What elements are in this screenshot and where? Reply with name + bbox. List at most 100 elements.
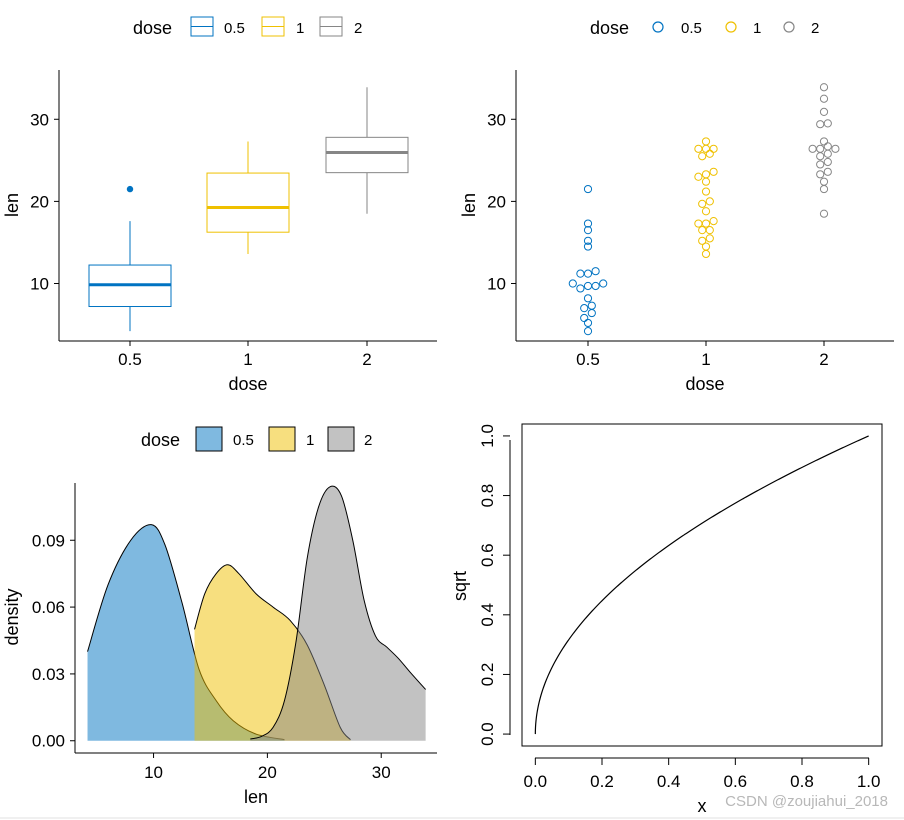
dotplot-point-2 [831,144,840,153]
dotplot-legend-key-1: 1 [725,20,761,37]
density-legend-label-1: 1 [306,432,314,449]
dotplot-point-2 [823,157,832,167]
sqrt-y-tick-label: 0.2 [478,663,497,687]
dotplot-point-1 [694,144,703,153]
dotplot-point-0.5 [583,327,593,336]
dotplot-point-1 [701,177,711,186]
dotplot-point-1 [701,207,711,216]
sqrt-plot-box [521,423,883,747]
density-y-axis-label: density [2,588,22,645]
sqrt-x-tick-label: 0.0 [524,772,548,791]
sqrt-x-tick-label: 0.8 [790,772,814,791]
boxplot-panel: dose 0.5 1 2 10 20 30 0.5 1 2 dose len [2,16,437,394]
dotplot-legend-label-1: 1 [753,20,761,37]
boxplot-legend-key-1: 1 [261,16,304,37]
dotplot-point-0.5 [583,226,593,235]
dotplot-point-1 [705,149,714,158]
dotplot-point-0.5 [583,242,593,251]
boxplot-x-tick-label: 0.5 [118,350,142,369]
dotplot-point-2 [819,177,829,186]
dotplot-x-tick-label: 2 [819,350,828,369]
boxplot-x-axis-label: dose [228,374,267,394]
sqrt-y-tick-label: 0.0 [478,722,497,746]
dotplot-point-0.5 [583,269,593,278]
dotplot-legend-key-2: 2 [783,20,819,37]
density-legend-label-2: 2 [364,432,372,449]
dotplot-panel: dose 0.5 1 2 10 20 30 0.5 1 2 dose len [459,18,894,394]
boxplot-legend: dose 0.5 1 2 [133,16,362,38]
dotplot-point-2 [823,142,832,151]
dotplot-x-tick-label: 0.5 [576,350,600,369]
dotplot-point-2 [823,149,832,158]
dotplot-point-1 [705,197,714,206]
dotplot-y-axis-label: len [459,193,479,217]
dotplot-point-0.5 [591,267,600,276]
dotplot-x-tick-label: 1 [701,350,710,369]
sqrt-x-tick-label: 0.2 [590,772,614,791]
dotplot-point-1 [701,137,711,146]
dotplot-point-1 [701,242,711,251]
sqrt-ticks: 0.0 0.0 0.2 0.2 0.4 0.4 0.6 0.6 0.8 0.8 1.0 1.0 [478,424,880,791]
boxplot-x-tick-label: 2 [362,350,371,369]
sqrt-panel: 0.0 0.0 0.2 0.2 0.4 0.4 0.6 0.6 0.8 0.8 1.0 1.0 x s… [450,423,883,816]
sqrt-y-tick-label: 1.0 [478,424,497,448]
dotplot-point-2 [816,160,825,169]
dotplot-point-2 [823,167,832,176]
density-y-tick-label: 0.00 [32,732,65,751]
dotplot-point-2 [816,120,825,129]
sqrt-x-tick-label: 0.6 [724,772,748,791]
sqrt-x-tick-label: 1.0 [857,772,881,791]
boxplot-plot-area [88,87,409,332]
dotplot-point-0.5 [583,236,593,245]
boxplot-legend-key-0.5: 0.5 [190,16,245,37]
dotplot-legend-label-0.5: 0.5 [681,20,702,37]
dotplot-point-2 [823,119,832,128]
dotplot-point-1 [698,199,707,208]
dotplot-point-2 [816,144,825,153]
boxplot-box-1 [206,172,290,233]
dotplot-point-0.5 [576,269,585,278]
density-plot-area [87,485,426,741]
dotplot-point-1 [698,152,707,161]
dotplot-point-2 [816,170,825,179]
sqrt-y-tick-label: 0.4 [478,603,497,627]
dotplot-point-2 [819,83,829,92]
dotplot-point-0.5 [587,301,596,310]
boxplot-legend-label-1: 1 [296,20,304,37]
boxplot-ticks: 10 20 30 0.5 1 2 [30,110,372,369]
boxplot-legend-title: dose [133,18,172,38]
dotplot-legend-key-0.5: 0.5 [652,20,702,37]
dotplot-point-1 [709,144,718,153]
dotplot-point-1 [701,187,711,196]
density-legend-title: dose [141,430,180,450]
boxplot-y-tick-label: 20 [30,192,49,211]
dotplot-x-axis-label: dose [685,374,724,394]
density-legend-key-0.5: 0.5 [195,426,254,452]
boxplot-outlier-0.5 [126,185,134,193]
dotplot-point-0.5 [587,308,596,318]
density-x-axis-label: len [244,787,268,807]
sqrt-y-tick-label: 0.8 [478,484,497,508]
boxplot-y-tick-label: 10 [30,275,49,294]
sqrt-curve-line [534,435,869,735]
dotplot-point-1 [705,234,714,243]
dotplot-point-2 [819,184,829,194]
dotplot-legend-title: dose [590,18,629,38]
density-y-tick-label: 0.09 [32,531,65,550]
boxplot-box-2 [325,136,409,174]
dotplot-y-tick-label: 20 [487,192,506,211]
density-legend: dose 0.5 1 2 [141,426,372,452]
boxplot-legend-label-0.5: 0.5 [224,20,245,37]
dotplot-point-2 [819,94,829,103]
dotplot-point-0.5 [580,304,589,313]
dotplot-point-0.5 [580,313,589,323]
dotplot-point-1 [694,172,703,181]
dotplot-point-2 [819,107,829,116]
dotplot-point-2 [816,152,825,161]
boxplot-legend-label-2: 2 [354,20,362,37]
dotplot-point-1 [698,236,707,245]
dotplot-point-1 [698,226,707,235]
boxplot-y-axis-label: len [2,193,22,217]
density-x-tick-label: 20 [258,763,277,782]
